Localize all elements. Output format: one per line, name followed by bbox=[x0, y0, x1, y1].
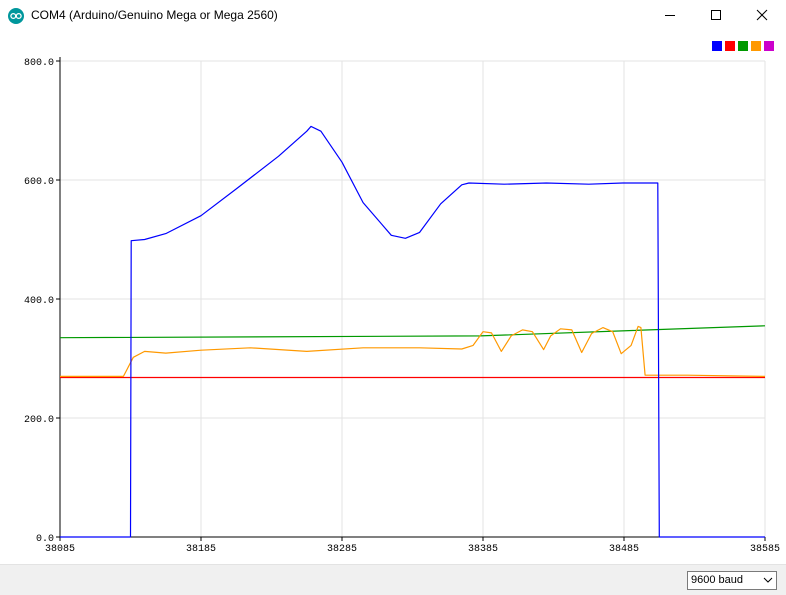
legend-swatch-4 bbox=[751, 41, 761, 51]
legend-swatch-1 bbox=[712, 41, 722, 51]
x-tick-label-2: 38285 bbox=[327, 544, 357, 555]
arduino-logo-icon bbox=[8, 8, 24, 24]
legend-swatch-3 bbox=[738, 41, 748, 51]
x-tick-label-5: 38585 bbox=[750, 544, 780, 555]
serial-plotter-chart: 0.0 200.0 400.0 600.0 800.0 38085 38185 38285 38… bbox=[24, 57, 780, 555]
status-bar: 9600 baud bbox=[0, 564, 786, 595]
baud-rate-value: 9600 baud bbox=[691, 574, 743, 586]
series-line-1 bbox=[60, 125, 765, 538]
x-tick-label-3: 38385 bbox=[468, 544, 498, 555]
baud-rate-select[interactable]: 9600 baud bbox=[687, 571, 777, 590]
legend-swatch-5 bbox=[764, 41, 774, 51]
minimize-button[interactable] bbox=[647, 0, 693, 31]
maximize-button[interactable] bbox=[693, 0, 739, 31]
x-tick-label-1: 38185 bbox=[186, 544, 216, 555]
x-tick-label-0: 38085 bbox=[45, 544, 75, 555]
close-button[interactable] bbox=[739, 0, 785, 31]
chevron-down-icon bbox=[759, 572, 776, 589]
y-tick-label-3: 600.0 bbox=[24, 177, 54, 188]
window-title: COM4 (Arduino/Genuino Mega or Mega 2560) bbox=[31, 8, 278, 22]
series-line-3 bbox=[59, 325, 766, 339]
x-tick-label-4: 38485 bbox=[609, 544, 639, 555]
legend-swatch-2 bbox=[725, 41, 735, 51]
y-tick-label-2: 400.0 bbox=[24, 296, 54, 307]
y-tick-label-0: 0.0 bbox=[36, 534, 54, 545]
series-line-4 bbox=[60, 325, 766, 377]
close-icon bbox=[756, 9, 768, 21]
maximize-icon bbox=[711, 10, 721, 20]
plot-area: 0.0 200.0 400.0 600.0 800.0 38085 38185 38285 38… bbox=[0, 31, 786, 564]
y-tick-label-4: 800.0 bbox=[24, 58, 54, 69]
y-tick-label-1: 200.0 bbox=[24, 415, 54, 426]
title-bar: COM4 (Arduino/Genuino Mega or Mega 2560) bbox=[0, 0, 786, 31]
